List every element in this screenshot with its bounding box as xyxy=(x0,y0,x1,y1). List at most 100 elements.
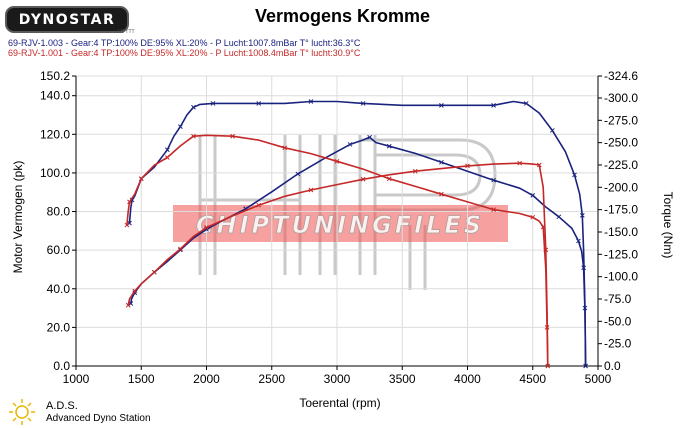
series-1-point xyxy=(191,104,196,110)
series-3-point xyxy=(191,133,196,139)
series-1-point xyxy=(572,172,577,178)
logo-text: DYNOSTAR xyxy=(18,11,116,28)
series-4-point xyxy=(178,246,183,252)
series-1-point xyxy=(360,101,366,106)
y2-tick-label: -250.0 xyxy=(604,136,638,150)
series-4-point xyxy=(536,162,542,168)
series-4-point xyxy=(151,269,157,275)
chart-ticks: 1000 1500 2000 2500 3000 3500 4000 4500 50000.02… xyxy=(40,69,638,386)
series-4-point xyxy=(412,168,418,174)
x-tick-label: 2000 xyxy=(193,372,220,386)
y2-tick-label: -50.0 xyxy=(604,314,632,328)
series-4-point xyxy=(204,225,209,230)
series-4-point xyxy=(517,160,523,166)
series-3-point xyxy=(386,176,392,182)
y-tick-label: 140.0 xyxy=(40,89,70,103)
y-tick-label: 40.0 xyxy=(47,282,71,296)
series-2-point xyxy=(386,143,392,149)
y2-tick-label: -324.6 xyxy=(604,69,638,83)
x-tick-label: 4000 xyxy=(454,372,481,386)
dynostar-logo: DYNOSTAR xyxy=(5,6,129,33)
series-4-point xyxy=(256,202,262,208)
series-4-point xyxy=(543,247,549,253)
y2-tick-label: -150.0 xyxy=(604,225,638,239)
x-axis-label: Toerental (rpm) xyxy=(299,396,380,410)
y2-tick-label: -25.0 xyxy=(604,337,632,351)
y-tick-label: 60.0 xyxy=(47,243,71,257)
y2-tick-label: -200.0 xyxy=(604,180,638,194)
run-info-1: 69-RJV-1.003 - Gear:4 TP:100% DE:95% XL:… xyxy=(8,38,361,48)
y2-tick-label: -125.0 xyxy=(604,247,638,261)
y2-tick-label: -100.0 xyxy=(604,270,638,284)
footer-name: A.D.S. xyxy=(46,400,78,412)
chart-series xyxy=(124,99,588,369)
series-1-point xyxy=(491,102,496,108)
series-4-point xyxy=(360,176,366,182)
x-tick-label: 3000 xyxy=(324,372,351,386)
series-1-point xyxy=(210,101,216,106)
series-3-point xyxy=(439,191,444,197)
series-2-point xyxy=(347,142,353,147)
series-1-point xyxy=(523,101,529,106)
run-info-2: 69-RJV-1.001 - Gear:4 TP:100% DE:95% XL:… xyxy=(8,48,361,58)
y2-tick-label: -225.0 xyxy=(604,158,638,172)
x-tick-label: 4500 xyxy=(519,372,546,386)
series-3-point xyxy=(124,222,130,228)
watermark-logo: CHIPTUNINGFILES xyxy=(173,135,508,290)
series-3-point xyxy=(491,207,496,212)
series-line-4 xyxy=(127,162,549,367)
series-2-point xyxy=(367,134,372,140)
series-4-point xyxy=(125,302,131,308)
y-tick-label: 100.0 xyxy=(40,166,70,180)
y-tick-label: 0.0 xyxy=(53,359,70,373)
series-3-point xyxy=(334,158,340,164)
series-1-point xyxy=(164,147,170,153)
series-3-point xyxy=(164,155,170,160)
series-line-3 xyxy=(126,134,549,367)
x-tick-label: 3500 xyxy=(389,372,416,386)
y2-axis-label: Torque (Nm) xyxy=(661,192,675,259)
series-2-point xyxy=(530,193,536,198)
x-tick-label: 2500 xyxy=(258,372,285,386)
watermark-text: CHIPTUNINGFILES xyxy=(196,211,484,239)
series-4-point xyxy=(132,288,138,294)
series-4-point xyxy=(545,363,551,369)
series-1-point xyxy=(308,99,314,104)
series-1-point xyxy=(549,128,555,133)
y2-tick-label: -275.0 xyxy=(604,113,638,127)
series-2-point xyxy=(295,171,301,177)
series-2-point xyxy=(556,214,562,220)
series-3-point xyxy=(282,145,288,151)
series-2-point xyxy=(491,177,496,183)
series-1-point xyxy=(439,102,444,108)
x-tick-label: 1500 xyxy=(128,372,155,386)
y2-tick-label: -175.0 xyxy=(604,203,638,217)
series-1-point xyxy=(256,101,262,106)
x-tick-label: 5000 xyxy=(585,372,612,386)
series-1-point xyxy=(178,124,183,129)
ads-sun-icon xyxy=(9,399,35,425)
y2-tick-label: -300.0 xyxy=(604,91,638,105)
series-3-point xyxy=(530,214,536,220)
y-tick-label: 80.0 xyxy=(47,205,71,219)
series-2-point xyxy=(583,363,588,369)
y-tick-label: 120.0 xyxy=(40,127,70,141)
series-2-point xyxy=(439,159,444,165)
chart-title: Vermogens Kromme xyxy=(254,6,431,26)
y2-tick-label: 0.0 xyxy=(604,359,621,373)
series-2-point xyxy=(576,238,581,244)
logo-subtext: LS TTT xyxy=(118,29,135,35)
series-1-point xyxy=(579,213,585,218)
series-3-point xyxy=(230,133,235,139)
chart-axes xyxy=(72,75,602,370)
series-4-point xyxy=(465,163,470,169)
series-3-point xyxy=(127,199,132,205)
x-tick-label: 1000 xyxy=(63,372,90,386)
series-4-point xyxy=(308,187,314,193)
series-2-point xyxy=(581,265,586,271)
y2-tick-label: -75.0 xyxy=(604,292,632,306)
series-3-point xyxy=(138,176,144,182)
y-tick-label: 20.0 xyxy=(47,320,71,334)
